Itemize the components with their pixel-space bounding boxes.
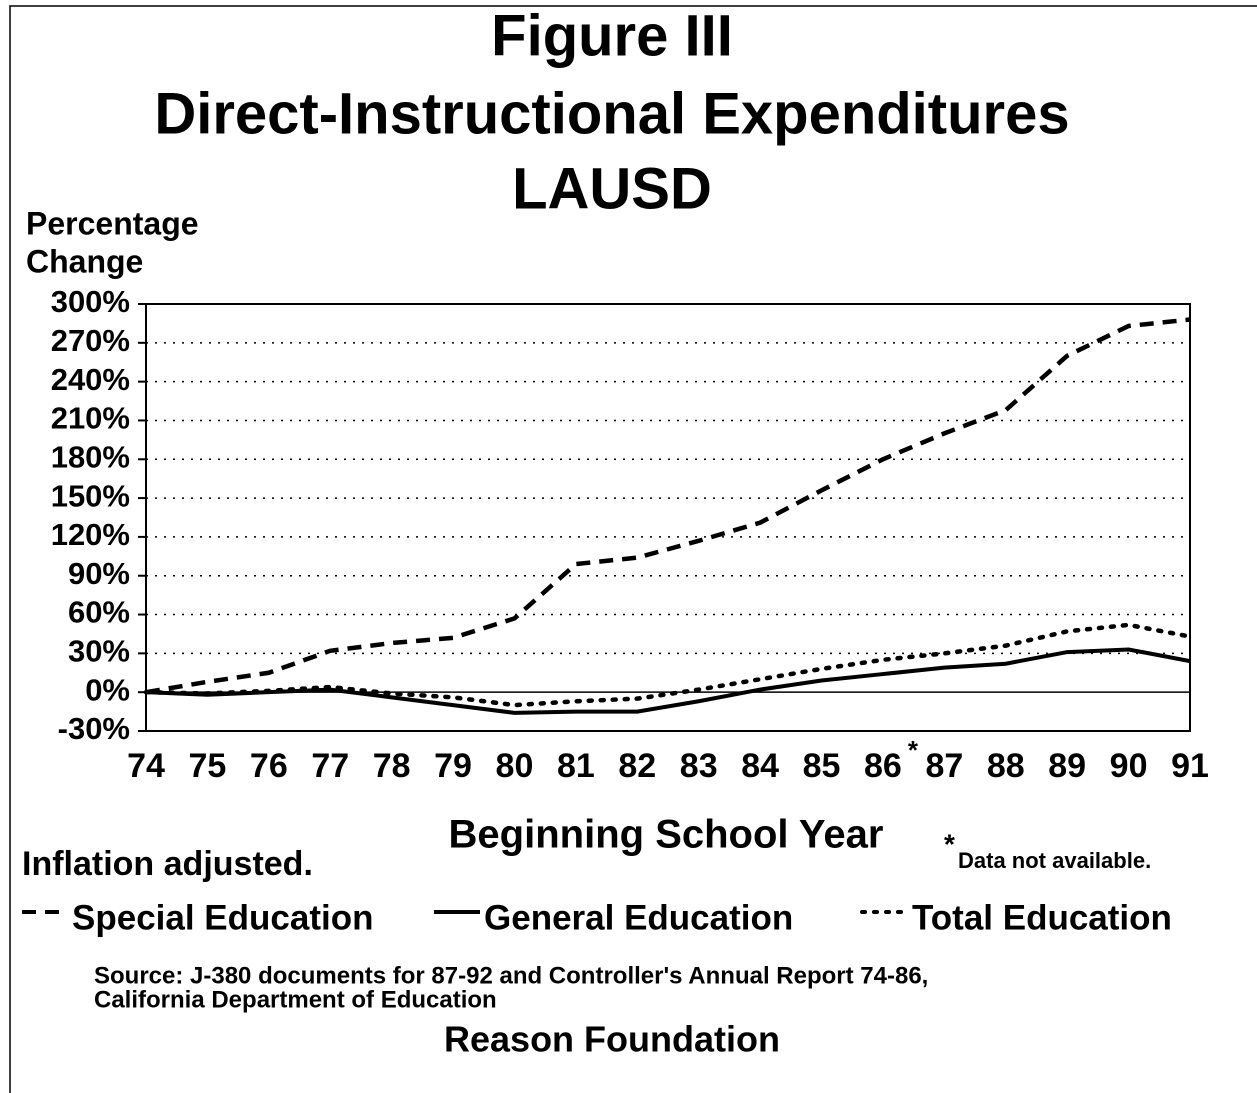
source: Source: J-380 documents for 87-92 and Co… bbox=[94, 962, 928, 989]
series-line bbox=[145, 317, 1191, 695]
y-tick-label: 300% bbox=[51, 284, 130, 319]
x-tick-label: 77 bbox=[311, 747, 349, 785]
y-tick-label: 120% bbox=[51, 517, 130, 552]
x-tick-label: 87 bbox=[925, 747, 963, 785]
x-tick-label: 82 bbox=[618, 747, 656, 785]
y-tick-label: 0% bbox=[85, 672, 130, 707]
y-axis-label: Change bbox=[26, 243, 143, 279]
y-tick-label: 210% bbox=[51, 401, 130, 436]
x-tick-label: 84 bbox=[741, 747, 779, 785]
x-tick-label: 88 bbox=[987, 747, 1025, 785]
x-tick-label: 80 bbox=[496, 747, 534, 785]
x-tick-label: 81 bbox=[557, 747, 595, 785]
title-line: Figure III bbox=[491, 3, 733, 68]
x-tick-label: 76 bbox=[250, 747, 288, 785]
y-tick-label: -30% bbox=[58, 711, 130, 746]
x-tick-label: 79 bbox=[434, 747, 472, 785]
x-axis-label: Beginning School Year bbox=[449, 813, 884, 857]
y-axis-label: Percentage bbox=[26, 205, 199, 241]
y-tick-label: 180% bbox=[51, 439, 130, 474]
note: Data not available. bbox=[958, 848, 1151, 873]
legend-label: Special Education bbox=[72, 898, 373, 937]
source: California Department of Education bbox=[94, 986, 497, 1013]
series-line bbox=[145, 647, 1191, 715]
y-tick-label: 30% bbox=[68, 634, 130, 669]
x-tick-label: 86 bbox=[864, 747, 902, 785]
x-tick-label: 91 bbox=[1171, 747, 1209, 785]
legend-label: General Education bbox=[484, 898, 793, 937]
credit: Reason Foundation bbox=[444, 1019, 780, 1060]
plot-frame bbox=[145, 303, 1191, 732]
y-tick-label: 150% bbox=[51, 478, 130, 513]
x-tick-label: 83 bbox=[680, 747, 718, 785]
x-tick-label: 90 bbox=[1110, 747, 1148, 785]
missing-marker: * bbox=[908, 735, 919, 765]
legend-label: Total Education bbox=[912, 898, 1172, 937]
y-tick-label: 270% bbox=[51, 323, 130, 358]
y-tick-label: 90% bbox=[68, 556, 130, 591]
note-marker: * bbox=[944, 828, 955, 859]
y-tick-label: 60% bbox=[68, 595, 130, 630]
x-tick-label: 74 bbox=[127, 747, 165, 785]
title-line: Direct-Instructional Expenditures bbox=[154, 81, 1069, 146]
x-tick-label: 78 bbox=[373, 747, 411, 785]
x-tick-label: 89 bbox=[1048, 747, 1086, 785]
note: Inflation adjusted. bbox=[22, 845, 313, 883]
page-frame bbox=[9, 5, 1257, 1093]
title-line: LAUSD bbox=[512, 156, 712, 221]
x-tick-label: 85 bbox=[803, 747, 841, 785]
y-tick-label: 240% bbox=[51, 362, 130, 397]
series-line bbox=[143, 622, 1193, 708]
x-tick-label: 75 bbox=[188, 747, 226, 785]
